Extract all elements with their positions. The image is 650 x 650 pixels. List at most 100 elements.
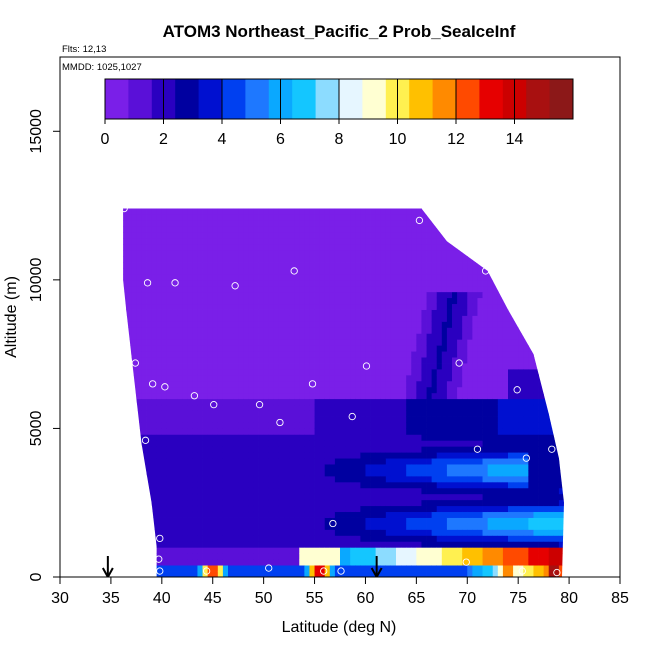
- heatmap-cell: [294, 452, 300, 459]
- heatmap-cell: [273, 559, 280, 566]
- heatmap-cell: [487, 487, 494, 495]
- heatmap-cell: [401, 499, 407, 507]
- heatmap-cell: [172, 553, 178, 560]
- heatmap-cell: [345, 511, 351, 518]
- heatmap-cell: [123, 238, 127, 245]
- heatmap-cell: [370, 422, 377, 429]
- heatmap-cell: [136, 339, 142, 346]
- heatmap-cell: [334, 458, 341, 465]
- heatmap-cell: [212, 297, 219, 305]
- heatmap-cell: [502, 345, 509, 352]
- heatmap-cell: [487, 351, 494, 358]
- heatmap-cell: [401, 232, 407, 239]
- heatmap-cell: [467, 208, 473, 209]
- heatmap-cell: [126, 208, 132, 215]
- heatmap-cell: [228, 410, 234, 417]
- heatmap-cell: [426, 250, 433, 257]
- heatmap-cell: [284, 440, 290, 447]
- heatmap-cell: [212, 529, 219, 536]
- heatmap-cell: [345, 327, 351, 334]
- heatmap-cell: [207, 380, 214, 388]
- heatmap-cell: [284, 369, 290, 376]
- heatmap-cell: [289, 262, 295, 269]
- heatmap-cell: [482, 523, 489, 530]
- heatmap-cell: [431, 458, 438, 465]
- heatmap-cell: [233, 404, 239, 411]
- heatmap-cell: [477, 505, 483, 513]
- heatmap-cell: [294, 481, 300, 489]
- heatmap-cell: [172, 422, 178, 429]
- heatmap-cell: [284, 327, 290, 334]
- heatmap-cell: [172, 374, 178, 382]
- heatmap-cell: [192, 208, 198, 209]
- heatmap-cell: [294, 273, 300, 281]
- heatmap-cell: [182, 434, 188, 441]
- heatmap-cell: [248, 386, 254, 394]
- heatmap-cell: [426, 208, 433, 209]
- heatmap-cell: [136, 226, 142, 233]
- heatmap-cell: [151, 357, 158, 364]
- heatmap-cell: [416, 452, 422, 459]
- heatmap-cell: [375, 559, 382, 566]
- heatmap-cell: [360, 422, 366, 429]
- heatmap-cell: [329, 464, 336, 471]
- heatmap-cell: [187, 553, 193, 560]
- heatmap-cell: [319, 327, 326, 334]
- heatmap-cell: [304, 523, 310, 530]
- heatmap-cell: [299, 291, 305, 299]
- heatmap-cell: [182, 345, 188, 352]
- heatmap-cell: [151, 470, 158, 477]
- heatmap-cell: [482, 470, 489, 477]
- heatmap-cell: [294, 208, 300, 215]
- heatmap-cell: [497, 547, 504, 554]
- heatmap-cell: [370, 386, 377, 394]
- heatmap-cell: [350, 303, 356, 310]
- heatmap-cell: [355, 434, 361, 441]
- heatmap-cell: [151, 291, 158, 299]
- heatmap-cell: [421, 517, 427, 524]
- heatmap-cell: [355, 357, 361, 364]
- heatmap-cell: [497, 440, 504, 447]
- heatmap-cell: [396, 244, 402, 251]
- heatmap-cell: [268, 392, 275, 400]
- heatmap-cell: [426, 208, 433, 215]
- heatmap-cell: [123, 273, 127, 281]
- heatmap-cell: [123, 571, 127, 577]
- heatmap-cell: [487, 571, 494, 577]
- heatmap-cell: [502, 499, 509, 507]
- heatmap-cell: [233, 493, 239, 501]
- heatmap-cell: [401, 416, 407, 423]
- heatmap-cell: [467, 273, 473, 281]
- heatmap-cell: [502, 470, 509, 477]
- heatmap-cell: [385, 262, 392, 269]
- heatmap-cell: [116, 310, 121, 316]
- heatmap-cell: [340, 481, 346, 489]
- heatmap-cell: [406, 369, 412, 376]
- heatmap-cell: [411, 481, 417, 489]
- heatmap-cell: [401, 262, 407, 269]
- heatmap-cell: [182, 303, 188, 310]
- heatmap-cell: [446, 493, 453, 501]
- heatmap-cell: [482, 333, 489, 340]
- heatmap-cell: [390, 339, 397, 346]
- heatmap-cell: [172, 256, 178, 263]
- heatmap-cell: [299, 256, 305, 263]
- heatmap-cell: [350, 434, 356, 441]
- heatmap-cell: [187, 380, 193, 388]
- heatmap-cell: [426, 416, 433, 423]
- heatmap-cell: [345, 547, 351, 554]
- heatmap-cell: [340, 523, 346, 530]
- heatmap-cell: [111, 274, 116, 280]
- heatmap-cell: [502, 541, 509, 548]
- heatmap-cell: [492, 541, 499, 548]
- heatmap-cell: [243, 529, 249, 536]
- heatmap-cell: [166, 422, 173, 429]
- heatmap-cell: [436, 505, 443, 513]
- heatmap-cell: [228, 297, 234, 305]
- heatmap-cell: [416, 493, 422, 501]
- heatmap-cell: [126, 380, 132, 388]
- heatmap-cell: [329, 392, 336, 400]
- heatmap-cell: [146, 369, 153, 376]
- heatmap-cell: [340, 339, 346, 346]
- heatmap-cell: [467, 464, 473, 471]
